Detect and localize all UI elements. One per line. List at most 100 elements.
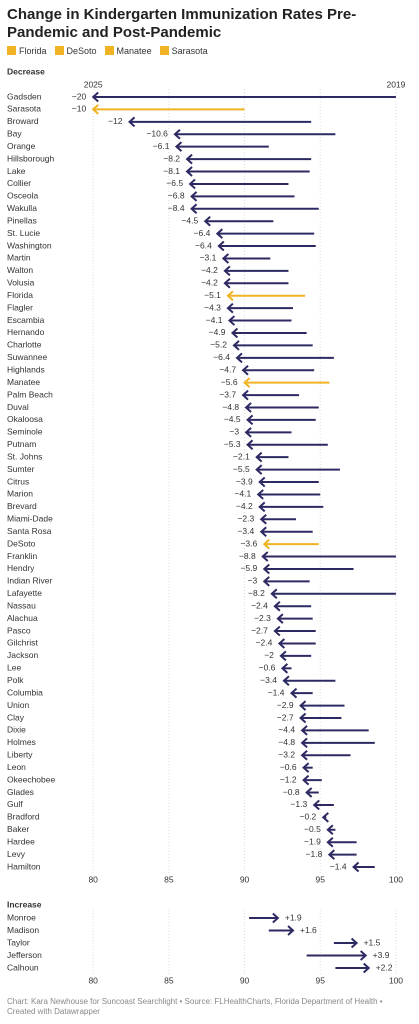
arrow-head bbox=[272, 912, 280, 924]
legend-item: Manatee bbox=[104, 46, 152, 56]
arrow-head bbox=[262, 563, 270, 575]
category-label: Escambia bbox=[7, 315, 45, 325]
category-label: Citrus bbox=[7, 476, 29, 486]
change-label: −0.5 bbox=[304, 824, 321, 834]
arrow-head bbox=[327, 849, 336, 860]
change-label: −3.7 bbox=[219, 389, 236, 399]
change-label: −4.7 bbox=[219, 364, 236, 374]
change-label: −2.1 bbox=[233, 451, 250, 461]
category-label: Levy bbox=[7, 849, 26, 859]
arrow-head bbox=[244, 402, 252, 413]
category-label: Gilchrist bbox=[7, 638, 38, 648]
arrow-head bbox=[174, 141, 183, 152]
change-label: −10 bbox=[72, 104, 87, 114]
legend-swatch bbox=[104, 46, 114, 55]
category-label: Okaloosa bbox=[7, 414, 43, 424]
x-tick-label: 80 bbox=[88, 874, 98, 884]
change-label: −8.1 bbox=[163, 166, 180, 176]
change-label: +1.5 bbox=[364, 937, 381, 947]
change-label: +1.9 bbox=[285, 912, 302, 922]
series-label: 2019 bbox=[386, 79, 405, 89]
x-tick-label: 95 bbox=[316, 975, 326, 985]
section-label: Increase bbox=[7, 899, 42, 909]
legend-item: Sarasota bbox=[159, 46, 208, 56]
change-label: −4.2 bbox=[201, 265, 218, 275]
change-label: −4.5 bbox=[224, 414, 241, 424]
category-label: Lee bbox=[7, 663, 21, 673]
category-label: Columbia bbox=[7, 687, 43, 697]
category-label: Pinellas bbox=[7, 215, 37, 225]
category-label: Gadsden bbox=[7, 91, 42, 101]
category-label: Franklin bbox=[7, 551, 38, 561]
category-label: Volusia bbox=[7, 278, 35, 288]
category-label: Bradford bbox=[7, 812, 40, 822]
x-tick-label: 90 bbox=[240, 874, 250, 884]
change-label: −1.8 bbox=[306, 849, 323, 859]
arrow-head bbox=[241, 389, 249, 401]
change-label: −20 bbox=[72, 91, 87, 101]
category-label: Okeechobee bbox=[7, 774, 55, 784]
category-label: Putnam bbox=[7, 439, 36, 449]
change-label: −0.6 bbox=[259, 663, 276, 673]
category-label: Highlands bbox=[7, 364, 45, 374]
change-label: −8.8 bbox=[239, 551, 256, 561]
category-label: Baker bbox=[7, 824, 29, 834]
arrow-head bbox=[299, 712, 307, 724]
category-label: Martin bbox=[7, 253, 31, 263]
arrow-head bbox=[91, 91, 99, 103]
category-label: Florida bbox=[7, 290, 33, 300]
category-label: Manatee bbox=[7, 377, 40, 387]
category-label: DeSoto bbox=[7, 538, 36, 548]
arrow-head bbox=[363, 962, 371, 974]
change-label: −12 bbox=[108, 116, 123, 126]
legend-label: Manatee bbox=[116, 46, 152, 56]
arrow-head bbox=[258, 476, 266, 488]
arrow-head bbox=[261, 551, 269, 562]
change-label: −0.2 bbox=[300, 812, 317, 822]
category-label: Duval bbox=[7, 402, 29, 412]
category-label: Brevard bbox=[7, 501, 37, 511]
category-label: Walton bbox=[7, 265, 33, 275]
x-tick-label: 100 bbox=[389, 975, 403, 985]
legend-swatch bbox=[7, 46, 16, 55]
arrow-head bbox=[273, 600, 281, 612]
change-label: −4.3 bbox=[204, 302, 221, 312]
change-label: −4.1 bbox=[206, 315, 223, 325]
category-label: Santa Rosa bbox=[7, 526, 52, 536]
change-label: +3.9 bbox=[373, 950, 390, 960]
change-label: −6.4 bbox=[195, 240, 212, 250]
change-label: −3 bbox=[229, 427, 239, 437]
change-label: −2.7 bbox=[277, 712, 294, 722]
arrow-head bbox=[326, 836, 334, 848]
arrow-head bbox=[282, 675, 290, 686]
category-label: Broward bbox=[7, 116, 39, 126]
change-label: −6.8 bbox=[168, 191, 185, 201]
category-label: Nassau bbox=[7, 600, 36, 610]
category-label: Palm Beach bbox=[7, 389, 53, 399]
change-label: −4.4 bbox=[278, 725, 295, 735]
category-label: Alachua bbox=[7, 613, 38, 623]
arrow-head bbox=[190, 191, 198, 202]
change-label: −2.3 bbox=[237, 514, 254, 524]
category-label: Hendry bbox=[7, 563, 35, 573]
arrow-head bbox=[255, 451, 263, 463]
arrow-head bbox=[270, 588, 278, 600]
change-label: +1.6 bbox=[300, 925, 317, 935]
arrow-head bbox=[128, 116, 136, 128]
category-label: Osceola bbox=[7, 191, 38, 201]
category-label: Pasco bbox=[7, 625, 31, 635]
category-label: Leon bbox=[7, 762, 26, 772]
legend-label: Florida bbox=[19, 46, 47, 56]
arrow-head bbox=[321, 812, 329, 823]
change-label: −2.3 bbox=[254, 613, 271, 623]
legend-swatch bbox=[54, 46, 64, 55]
arrow-head bbox=[227, 315, 236, 326]
arrow-head bbox=[300, 750, 308, 761]
category-label: Orange bbox=[7, 141, 36, 151]
category-label: Sumter bbox=[7, 464, 35, 474]
category-label: Flagler bbox=[7, 302, 33, 312]
change-label: −3.2 bbox=[278, 750, 295, 760]
x-tick-label: 90 bbox=[240, 975, 250, 985]
change-label: −5.9 bbox=[240, 563, 257, 573]
